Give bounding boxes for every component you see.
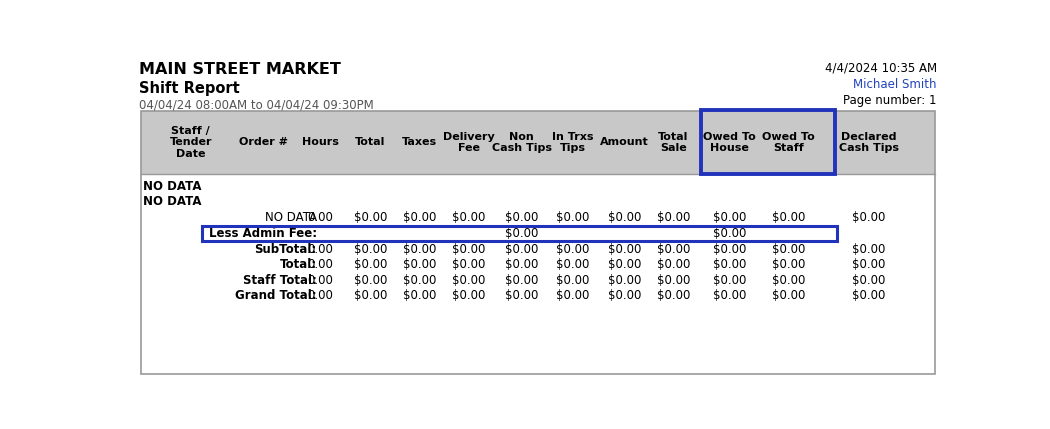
Text: $0.00: $0.00 (608, 211, 642, 224)
Text: $0.00: $0.00 (772, 243, 805, 256)
Text: $0.00: $0.00 (556, 211, 590, 224)
Text: Amount: Amount (600, 137, 649, 147)
Text: $0.00: $0.00 (354, 274, 387, 287)
Text: 0.00: 0.00 (307, 274, 333, 287)
Text: $0.00: $0.00 (453, 211, 486, 224)
Bar (202, 226, 837, 241)
Text: Taxes: Taxes (402, 137, 437, 147)
Text: $0.00: $0.00 (713, 211, 747, 224)
Text: $0.00: $0.00 (453, 274, 486, 287)
Text: $0.00: $0.00 (556, 243, 590, 256)
Text: $0.00: $0.00 (608, 258, 642, 271)
Text: Page number: 1: Page number: 1 (843, 94, 937, 107)
Text: $0.00: $0.00 (354, 258, 387, 271)
Text: $0.00: $0.00 (713, 274, 747, 287)
Text: $0.00: $0.00 (713, 243, 747, 256)
Text: $0.00: $0.00 (556, 274, 590, 287)
Text: 0.00: 0.00 (307, 211, 333, 224)
Text: In Trxs
Tips: In Trxs Tips (552, 132, 594, 153)
Text: $0.00: $0.00 (772, 211, 805, 224)
Bar (141, 111, 936, 374)
Text: $0.00: $0.00 (402, 258, 436, 271)
Text: $0.00: $0.00 (772, 290, 805, 302)
Text: $0.00: $0.00 (713, 227, 747, 240)
Text: $0.00: $0.00 (505, 227, 539, 240)
Text: $0.00: $0.00 (505, 258, 539, 271)
Text: $0.00: $0.00 (608, 243, 642, 256)
Text: Order #: Order # (239, 137, 289, 147)
Text: 0.00: 0.00 (307, 290, 333, 302)
Text: $0.00: $0.00 (656, 274, 690, 287)
Text: Owed To
Staff: Owed To Staff (762, 132, 815, 153)
Text: $0.00: $0.00 (772, 258, 805, 271)
Text: $0.00: $0.00 (402, 274, 436, 287)
Text: $0.00: $0.00 (354, 243, 387, 256)
Text: $0.00: $0.00 (656, 290, 690, 302)
Text: Staff /
Tender
Date: Staff / Tender Date (169, 126, 212, 159)
Text: 04/04/24 08:00AM to 04/04/24 09:30PM: 04/04/24 08:00AM to 04/04/24 09:30PM (140, 99, 374, 112)
Text: $0.00: $0.00 (505, 243, 539, 256)
Text: Non
Cash Tips: Non Cash Tips (491, 132, 552, 153)
Text: 0.00: 0.00 (307, 258, 333, 271)
Text: SubTotal:: SubTotal: (254, 243, 317, 256)
Text: $0.00: $0.00 (556, 258, 590, 271)
Text: Shift Report: Shift Report (140, 81, 240, 96)
Text: $0.00: $0.00 (505, 211, 539, 224)
Text: Delivery
Fee: Delivery Fee (443, 132, 495, 153)
Text: $0.00: $0.00 (402, 211, 436, 224)
Text: Hours: Hours (301, 137, 338, 147)
Text: Owed To
House: Owed To House (704, 132, 756, 153)
Text: $0.00: $0.00 (505, 290, 539, 302)
Text: NO DATA: NO DATA (144, 181, 202, 193)
Text: $0.00: $0.00 (656, 243, 690, 256)
Text: $0.00: $0.00 (656, 258, 690, 271)
Text: Total: Total (355, 137, 385, 147)
Text: $0.00: $0.00 (402, 243, 436, 256)
Bar (141, 111, 936, 174)
Text: $0.00: $0.00 (713, 258, 747, 271)
Text: Michael Smith: Michael Smith (854, 78, 937, 91)
Text: Declared
Cash Tips: Declared Cash Tips (839, 132, 899, 153)
Text: $0.00: $0.00 (505, 274, 539, 287)
Text: $0.00: $0.00 (453, 243, 486, 256)
Text: $0.00: $0.00 (852, 211, 885, 224)
Text: Total:: Total: (279, 258, 317, 271)
Text: $0.00: $0.00 (713, 290, 747, 302)
Text: Grand Total:: Grand Total: (235, 290, 317, 302)
Text: $0.00: $0.00 (852, 274, 885, 287)
Text: $0.00: $0.00 (852, 290, 885, 302)
Text: 0.00: 0.00 (307, 243, 333, 256)
Bar (701, 110, 835, 174)
Text: $0.00: $0.00 (354, 290, 387, 302)
Text: $0.00: $0.00 (608, 290, 642, 302)
Text: $0.00: $0.00 (772, 274, 805, 287)
Text: $0.00: $0.00 (852, 243, 885, 256)
Text: 4/4/2024 10:35 AM: 4/4/2024 10:35 AM (824, 61, 937, 75)
Text: $0.00: $0.00 (354, 211, 387, 224)
Text: Staff Total:: Staff Total: (243, 274, 317, 287)
Text: $0.00: $0.00 (453, 258, 486, 271)
Text: $0.00: $0.00 (608, 274, 642, 287)
Text: $0.00: $0.00 (556, 290, 590, 302)
Text: MAIN STREET MARKET: MAIN STREET MARKET (140, 62, 341, 77)
Text: NO DATA: NO DATA (265, 211, 317, 224)
Text: NO DATA: NO DATA (144, 195, 202, 208)
Text: $0.00: $0.00 (852, 258, 885, 271)
Text: $0.00: $0.00 (453, 290, 486, 302)
Text: $0.00: $0.00 (402, 290, 436, 302)
Text: $0.00: $0.00 (656, 211, 690, 224)
Text: Total
Sale: Total Sale (658, 132, 689, 153)
Text: Less Admin Fee:: Less Admin Fee: (209, 227, 317, 240)
